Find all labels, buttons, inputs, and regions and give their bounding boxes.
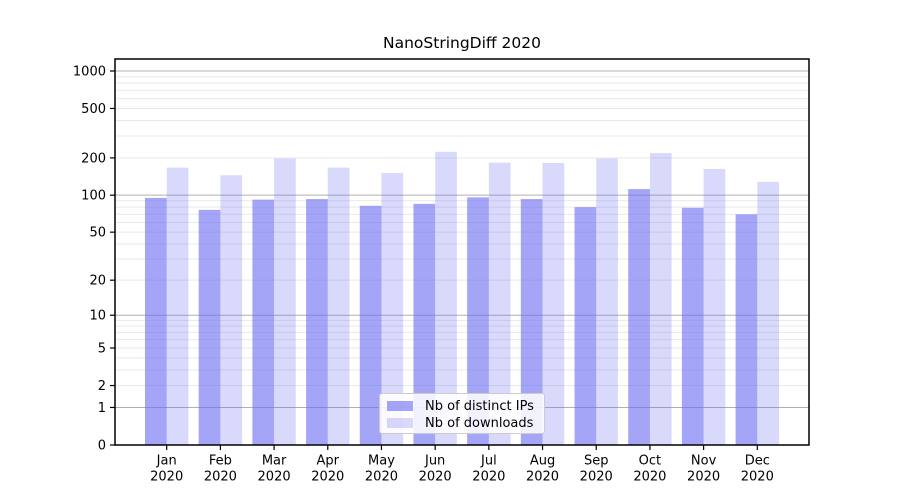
bar-distinct-ips-oct-2020	[628, 189, 650, 445]
y-tick-label-200: 200	[81, 151, 106, 166]
x-tick-label-jan-2020: Jan 2020	[150, 454, 183, 485]
x-tick-label-feb-2020: Feb 2020	[204, 454, 237, 485]
x-tick-label-jul-2020: Jul 2020	[472, 454, 505, 485]
legend-label-downloads: Nb of downloads	[425, 415, 534, 431]
bar-downloads-apr-2020	[327, 167, 350, 446]
x-tick-label-aug-2020: Aug 2020	[526, 454, 559, 485]
y-tick-label-5: 5	[98, 342, 106, 357]
bar-downloads-sep-2020	[596, 158, 618, 445]
bar-downloads-nov-2020	[703, 168, 726, 446]
bar-distinct-ips-mar-2020	[252, 199, 275, 445]
bar-downloads-jan-2020	[166, 167, 189, 446]
y-tick-label-10: 10	[89, 309, 106, 324]
bar-distinct-ips-dec-2020	[735, 214, 758, 445]
bar-downloads-jun-2020	[435, 151, 457, 446]
bar-distinct-ips-jun-2020	[413, 203, 436, 445]
y-tick-label-1: 1	[98, 401, 106, 416]
y-tick-label-0: 0	[98, 439, 106, 454]
bar-distinct-ips-sep-2020	[574, 207, 597, 445]
legend-row-distinct-ips: Nb of distinct IPs	[387, 398, 544, 414]
legend-label-distinct-ips: Nb of distinct IPs	[425, 398, 534, 414]
bar-distinct-ips-feb-2020	[198, 209, 221, 445]
y-tick-label-50: 50	[89, 226, 106, 241]
bar-downloads-jul-2020	[488, 162, 511, 446]
bar-downloads-dec-2020	[757, 181, 779, 445]
bar-downloads-mar-2020	[274, 158, 296, 445]
legend-swatch-distinct-ips	[387, 401, 413, 411]
x-tick-label-dec-2020: Dec 2020	[741, 454, 774, 485]
legend-row-downloads: Nb of downloads	[387, 415, 544, 431]
axes-spine	[114, 58, 810, 446]
legend-swatch-downloads	[387, 418, 413, 428]
legend: Nb of distinct IPs Nb of downloads	[379, 393, 545, 434]
x-tick-label-may-2020: May 2020	[365, 454, 398, 485]
bar-downloads-may-2020	[381, 173, 404, 445]
bar-downloads-aug-2020	[542, 162, 565, 445]
x-tick-label-jun-2020: Jun 2020	[419, 454, 452, 485]
y-tick-label-20: 20	[89, 274, 106, 289]
x-tick-label-mar-2020: Mar 2020	[258, 454, 291, 485]
x-tick-label-nov-2020: Nov 2020	[687, 454, 720, 485]
bar-distinct-ips-may-2020	[359, 205, 382, 445]
y-tick-label-100: 100	[81, 189, 106, 204]
chart-title: NanoStringDiff 2020	[383, 34, 541, 52]
bar-downloads-oct-2020	[649, 153, 672, 446]
x-tick-label-oct-2020: Oct 2020	[633, 454, 666, 485]
x-tick-label-sep-2020: Sep 2020	[580, 454, 613, 485]
bar-distinct-ips-jan-2020	[145, 197, 167, 445]
bar-distinct-ips-aug-2020	[520, 199, 543, 445]
y-tick-label-2: 2	[98, 379, 106, 394]
bar-downloads-feb-2020	[220, 175, 243, 446]
x-tick-label-apr-2020: Apr 2020	[311, 454, 344, 485]
bar-distinct-ips-apr-2020	[306, 199, 328, 445]
bar-distinct-ips-jul-2020	[467, 197, 489, 445]
y-tick-label-1000: 1000	[73, 65, 106, 80]
y-tick-label-500: 500	[81, 102, 106, 117]
bar-distinct-ips-nov-2020	[681, 207, 704, 445]
